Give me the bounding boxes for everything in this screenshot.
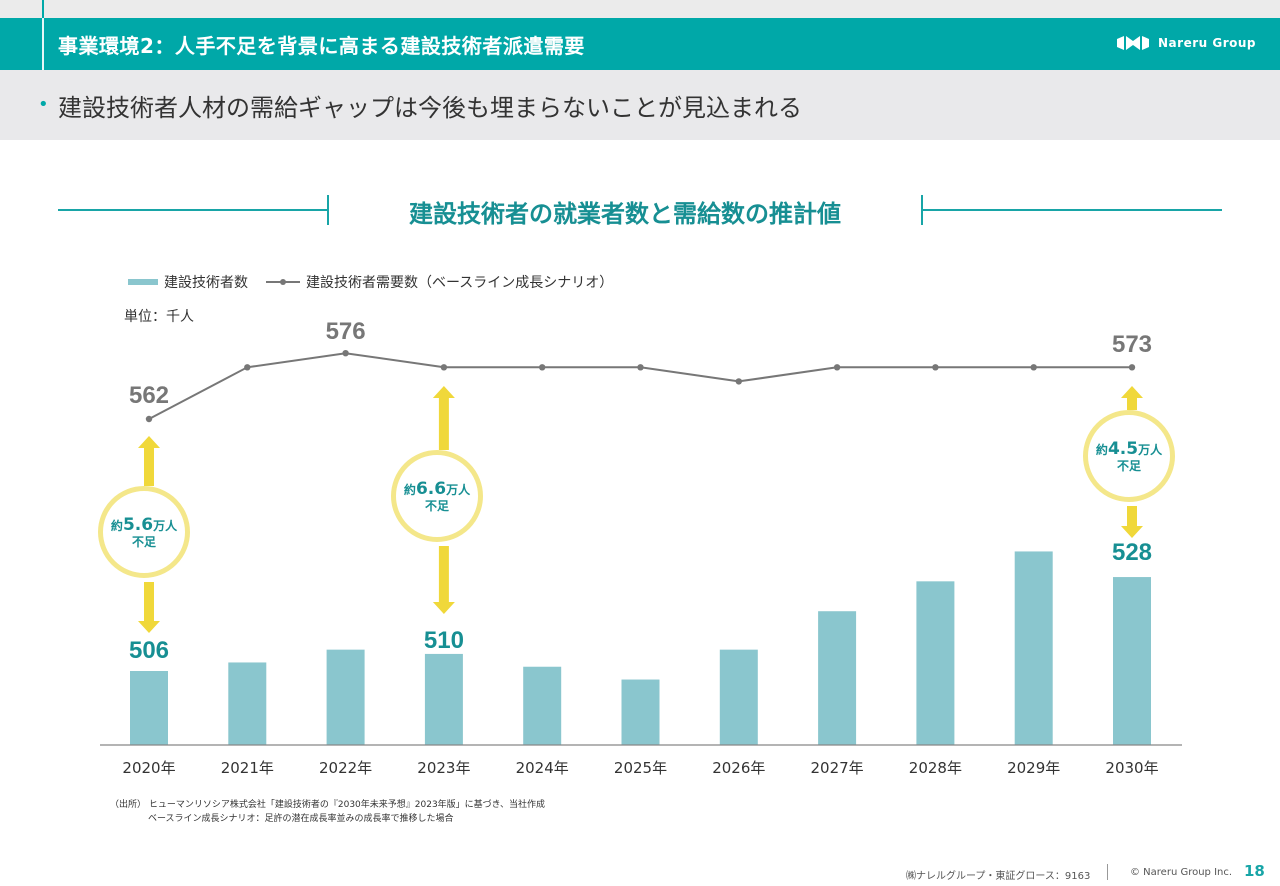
demand-point-2028年 xyxy=(932,364,939,371)
header-accent-line xyxy=(42,18,44,70)
bar-value-label: 506 xyxy=(129,637,169,664)
section-tick-left xyxy=(327,195,329,225)
bar-2025年 xyxy=(621,679,660,745)
x-tick-label: 2027年 xyxy=(811,759,864,777)
gap-arrow-2020-up-head xyxy=(138,436,160,448)
source-line-1: （出所） ヒューマンリソシア株式会社「建設技術者の『2030年未来予想』2023… xyxy=(110,800,546,810)
page-number: 18 xyxy=(1244,862,1265,880)
gap-arrow-2030-up-head xyxy=(1121,386,1143,398)
x-tick-label: 2030年 xyxy=(1105,759,1158,777)
gap-callout-amount: 約5.6万人 xyxy=(110,514,178,535)
x-tick-label: 2020年 xyxy=(122,759,175,777)
demand-value-label: 562 xyxy=(129,382,169,409)
demand-line xyxy=(148,352,1132,420)
x-tick-label: 2022年 xyxy=(319,759,372,777)
gap-arrow-2023-up-shaft xyxy=(438,398,449,450)
x-tick-label: 2021年 xyxy=(221,759,274,777)
demand-point-2020年 xyxy=(145,415,153,423)
legend-line-label: 建設技術者需要数（ベースライン成長シナリオ） xyxy=(306,275,614,291)
x-tick-label: 2026年 xyxy=(712,759,765,777)
demand-point-2029年 xyxy=(1030,364,1037,371)
bar-2026年 xyxy=(719,649,758,745)
gap-arrow-2020-up-shaft xyxy=(144,448,154,486)
demand-point-2030年 xyxy=(1128,364,1136,371)
x-tick-label: 2028年 xyxy=(909,759,962,777)
demand-point-2025年 xyxy=(637,364,644,371)
chart-section-title: 建設技術者の就業者数と需給数の推計値 xyxy=(409,200,841,228)
gap-callout-2023: 約6.6万人 不足 xyxy=(391,450,483,542)
demand-point-2024年 xyxy=(539,364,546,371)
demand-point-2021年 xyxy=(244,364,251,371)
demand-point-2023年 xyxy=(440,364,448,371)
gap-arrow-2030-up-shaft xyxy=(1127,398,1137,410)
section-rule-right xyxy=(922,209,1222,211)
gap-callout-note: 不足 xyxy=(424,499,449,513)
gap-arrow-2020-down-head xyxy=(138,621,160,633)
gap-arrow-2023-down-head xyxy=(432,602,455,614)
gap-arrow-2023-up-head xyxy=(432,386,455,398)
bar-2024年 xyxy=(523,666,562,745)
demand-point-2026年 xyxy=(735,378,742,385)
bar-value-label: 510 xyxy=(424,627,464,654)
footer-copyright: © Nareru Group Inc. xyxy=(1130,867,1233,878)
chart-legend: 建設技術者数 建設技術者需要数（ベースライン成長シナリオ） xyxy=(128,272,613,292)
slide-title: 事業環境2：人手不足を背景に高まる建設技術者派遣需要 xyxy=(58,34,585,58)
gap-callout-note: 不足 xyxy=(131,535,156,549)
unit-label: 単位：千人 xyxy=(124,309,194,325)
footer-company: ㈱ナレルグループ・東証グロース：9163 xyxy=(906,871,1091,882)
bar-value-label: 528 xyxy=(1112,539,1152,566)
bar-2030年 xyxy=(1113,577,1151,745)
demand-value-label: 576 xyxy=(326,318,366,345)
gap-arrow-2020-down-shaft xyxy=(144,582,154,621)
bar-2027年 xyxy=(818,611,857,745)
bar-2020年 xyxy=(130,671,168,745)
section-rule-left xyxy=(58,209,328,211)
bar-2029年 xyxy=(1014,551,1053,745)
demand-value-label: 573 xyxy=(1112,331,1152,358)
legend-bar-label: 建設技術者数 xyxy=(164,275,248,291)
slide-header: 事業環境2：人手不足を背景に高まる建設技術者派遣需要 Nareru Group xyxy=(0,18,1280,70)
bar-2022年 xyxy=(326,649,365,745)
bar-2028年 xyxy=(916,581,955,745)
x-tick-label: 2029年 xyxy=(1007,759,1060,777)
top-strip xyxy=(0,0,1280,18)
key-message-bar: • 建設技術者人材の需給ギャップは今後も埋まらないことが見込まれる xyxy=(0,70,1280,140)
demand-point-2022年 xyxy=(342,350,349,357)
footer-separator xyxy=(1107,864,1108,880)
logo-text: Nareru Group xyxy=(1158,36,1256,50)
x-tick-label: 2023年 xyxy=(417,759,470,777)
gap-callout-amount: 約6.6万人 xyxy=(403,478,471,499)
source-line-2: ベースライン成長シナリオ：足許の潜在成長率並みの成長率で推移した場合 xyxy=(148,814,454,824)
nareru-logo-icon xyxy=(1117,36,1150,50)
bullet-icon: • xyxy=(38,94,49,115)
source-note: （出所） ヒューマンリソシア株式会社「建設技術者の『2030年未来予想』2023… xyxy=(110,798,545,826)
legend-bar-swatch xyxy=(128,279,158,285)
gap-callout-2030: 約4.5万人 不足 xyxy=(1083,410,1175,502)
x-tick-label: 2024年 xyxy=(516,759,569,777)
gap-callout-2020: 約5.6万人 不足 xyxy=(98,486,190,578)
gap-arrow-2030-down-head xyxy=(1121,526,1143,538)
slide-footer: ㈱ナレルグループ・東証グロース：9163 © Nareru Group Inc.… xyxy=(0,860,1280,886)
key-message: 建設技術者人材の需給ギャップは今後も埋まらないことが見込まれる xyxy=(58,94,802,122)
demand-point-2027年 xyxy=(833,364,841,371)
x-tick-label: 2025年 xyxy=(614,759,667,777)
top-strip-accent xyxy=(42,0,44,18)
legend-line-swatch xyxy=(266,279,300,285)
bar-2023年 xyxy=(424,653,463,745)
gap-arrow-2023-down-shaft xyxy=(438,546,449,602)
bar-2021年 xyxy=(228,662,267,745)
gap-arrow-2030-down-shaft xyxy=(1127,506,1137,526)
company-logo: Nareru Group xyxy=(1116,33,1256,53)
gap-callout-note: 不足 xyxy=(1116,459,1141,473)
gap-callout-amount: 約4.5万人 xyxy=(1095,438,1163,459)
